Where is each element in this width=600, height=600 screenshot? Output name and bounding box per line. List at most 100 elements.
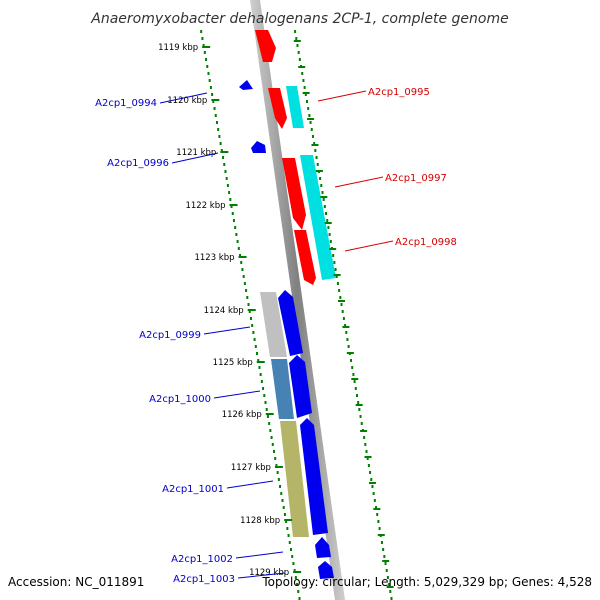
inner-guide-ring-dot [213,107,216,110]
outer-guide-ring-dot [338,289,341,292]
inner-guide-ring-dot [276,471,279,474]
inner-guide-ring-dot [262,387,265,390]
inner-guide-ring-dot [214,114,217,117]
gene-label-1001[interactable]: A2cp1_1001 [162,484,224,495]
outer-guide-ring-dot [347,345,350,348]
outer-guide-ring-dot [384,562,387,565]
minor-tick [333,274,341,276]
gene-arrow-blue-1003[interactable] [318,561,334,579]
outer-guide-ring-dot [325,212,328,215]
tick-label: 1127 kbp [231,463,271,473]
minor-tick [360,430,368,432]
gene-arrow-red-top[interactable] [255,30,276,62]
inner-guide-ring-dot [228,191,231,194]
minor-tick [377,534,385,536]
gene-label-0995[interactable]: A2cp1_0995 [368,87,430,98]
minor-tick [293,40,301,42]
label-line-0996 [171,152,219,164]
minor-tick [298,66,306,68]
inner-guide-ring-dot [225,177,228,180]
gene-bar-steel-1000[interactable] [271,359,294,419]
label-line-0999 [203,326,251,335]
gene-label-1002[interactable]: A2cp1_1002 [171,554,233,565]
gene-label-0996[interactable]: A2cp1_0996 [107,158,169,169]
outer-guide-ring-dot [385,569,388,572]
outer-guide-ring-dot [383,555,386,558]
inner-guide-ring-dot [270,436,273,439]
inner-guide-ring-dot [242,275,245,278]
inner-guide-ring-dot [209,86,212,89]
gene-label-0994[interactable]: A2cp1_0994 [95,98,157,109]
outer-guide-ring-dot [353,380,356,383]
outer-guide-ring-dot [372,492,375,495]
outer-guide-ring-dot [313,142,316,145]
gene-arrow-blue-0994[interactable] [239,80,253,90]
label-line-0995 [317,90,367,102]
gene-bar-cyan-0997[interactable] [300,155,336,280]
major-tick [211,99,220,101]
scale-ticks: 1119 kbp 1120 kbp 1121 kbp 1122 kbp 1123 kbp… [158,40,394,588]
inner-guide-ring-dot [249,317,252,320]
tick-label: 1125 kbp [213,358,253,368]
gene-features [239,30,336,579]
outer-guide-ring-dot [323,205,326,208]
gene-arrow-red-0997b[interactable] [294,230,316,285]
gene-bar-cyan-0995[interactable] [286,86,304,128]
label-line-1002 [235,551,284,559]
gene-arrow-blue-1001[interactable] [300,418,328,535]
major-tick [256,361,265,363]
minor-tick [307,118,315,120]
gene-bar-gray-0999[interactable] [260,292,287,357]
inner-guide-ring-dot [257,359,260,362]
gene-arrow-blue-1000[interactable] [289,355,312,418]
minor-tick [382,560,390,562]
inner-guide-ring-dot [201,37,204,40]
inner-guide-ring-dot [248,310,251,313]
major-tick [265,413,274,415]
inner-guide-ring-dot [286,527,289,530]
minor-tick [355,404,363,406]
outer-guide-ring-dot [390,597,393,600]
label-line-1003 [237,572,286,579]
inner-guide-ring-dot [211,93,214,96]
gene-label-1003[interactable]: A2cp1_1003 [173,574,235,585]
gene-bar-olive-1001[interactable] [280,421,309,537]
outer-guide-ring-dot [332,254,335,257]
gene-arrow-blue-0996[interactable] [251,141,266,153]
inner-guide-ring-dot [234,226,237,229]
gene-label-0998[interactable]: A2cp1_0998 [395,237,457,248]
gene-label-0999[interactable]: A2cp1_0999 [139,330,201,341]
outer-guide-ring-dot [297,51,300,54]
tick-label: 1122 kbp [185,201,225,211]
tick-label: 1128 kbp [240,516,280,526]
minor-tick [386,586,394,588]
gene-label-1000[interactable]: A2cp1_1000 [149,394,211,405]
major-tick [274,466,283,468]
outer-guide-ring-dot [359,415,362,418]
outer-guide-ring-dot [344,324,347,327]
minor-tick [324,222,332,224]
gene-arrow-red-0997a[interactable] [282,158,306,230]
gene-arrow-blue-0999[interactable] [278,290,303,356]
minor-tick [329,248,337,250]
label-line-0997 [334,176,384,188]
gene-arrow-blue-1002[interactable] [315,537,331,558]
outer-guide-ring-dot [340,303,343,306]
inner-guide-ring-dot [239,254,242,257]
label-line-0998 [344,240,394,252]
inner-guide-ring-dot [253,338,256,341]
inner-guide-ring-dot [236,240,239,243]
inner-guide-ring-dot [203,51,206,54]
outer-guide-ring-dot [315,156,318,159]
inner-guide-ring-dot [288,541,291,544]
gene-arrow-red-0995[interactable] [268,88,287,129]
outer-guide-ring-dot [295,37,298,40]
gene-label-0997[interactable]: A2cp1_0997 [385,173,447,184]
tick-label: 1129 kbp [249,568,289,578]
major-tick [284,519,293,521]
outer-guide-ring-dot [301,72,304,75]
inner-guide-ring-dot [274,457,277,460]
inner-guide-ring-dot [291,555,294,558]
inner-guide-ring-dot [292,562,295,565]
inner-guide-ring-dot [298,597,301,600]
